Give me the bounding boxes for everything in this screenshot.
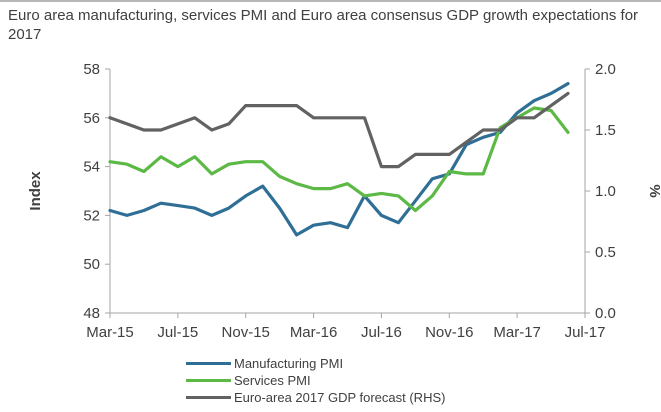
y-axis-label-left: Index — [27, 171, 44, 211]
y-tick-label-right: 0.5 — [595, 244, 616, 261]
series-line-services-pmi — [108, 106, 570, 213]
y-tick-label-right: 0.0 — [595, 305, 616, 322]
y-tick-label-left: 52 — [83, 207, 100, 224]
y-tick-label-left: 58 — [83, 61, 100, 78]
y-tick-label-right: 2.0 — [595, 61, 616, 78]
y-tick-label-right: 1.5 — [595, 122, 616, 139]
y-axis-label-right: % — [646, 184, 661, 197]
x-tick-label: Mar-16 — [290, 324, 338, 341]
x-tick-label: Jul-17 — [565, 324, 606, 341]
legend-label-services: Services PMI — [234, 373, 311, 388]
y-tick-label-left: 50 — [83, 256, 100, 273]
series-line-gdp-forecast — [108, 91, 570, 169]
x-tick-label: Mar-15 — [86, 324, 134, 341]
y-tick-label-right: 1.0 — [595, 183, 616, 200]
y-tick-label-left: 56 — [83, 110, 100, 127]
legend-swatch-services — [186, 379, 231, 382]
top-rule — [0, 0, 661, 2]
legend-swatch-manufacturing — [186, 362, 231, 365]
y-tick-label-left: 54 — [83, 159, 100, 176]
legend-swatch-gdp-forecast — [186, 396, 231, 399]
x-tick-label: Nov-15 — [222, 324, 270, 341]
x-tick-label: Jul-15 — [157, 324, 198, 341]
x-tick-label: Mar-17 — [493, 324, 541, 341]
series-line-manufacturing-pmi — [108, 81, 570, 237]
x-tick-label: Jul-16 — [361, 324, 402, 341]
y-tick-label-left: 48 — [83, 305, 100, 322]
legend-label-manufacturing: Manufacturing PMI — [234, 356, 344, 371]
chart-title: Euro area manufacturing, services PMI an… — [8, 7, 639, 43]
x-tick-label: Nov-16 — [425, 324, 473, 341]
legend-label-gdp-forecast: Euro-area 2017 GDP forecast (RHS) — [234, 390, 446, 405]
